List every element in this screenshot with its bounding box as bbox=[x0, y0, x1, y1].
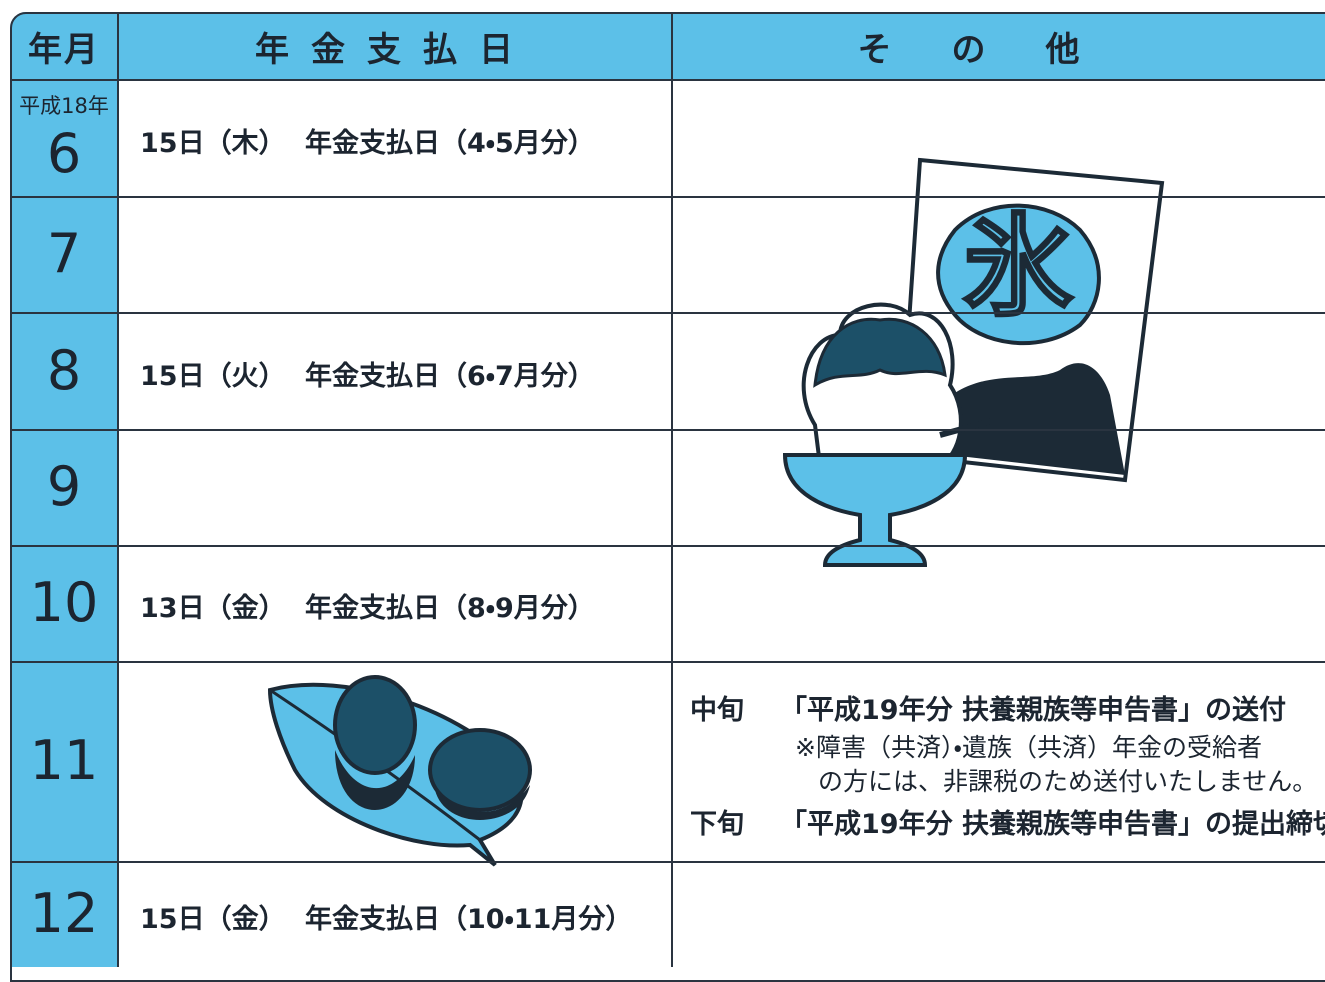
event-text: 「平成19年分 扶養親族等申告書」の送付 bbox=[780, 695, 1286, 726]
month-label: 10 bbox=[29, 571, 99, 634]
header-other: その他 bbox=[857, 29, 1140, 70]
event-text: 「平成19年分 扶養親族等申告書」の提出締切 bbox=[780, 809, 1325, 840]
row-divider bbox=[10, 861, 1325, 863]
sign-label: 氷 bbox=[963, 203, 1074, 331]
payment-date: 15日（木） bbox=[140, 127, 286, 159]
payment-text: 年金支払日（8・9月分） bbox=[305, 593, 595, 624]
row-divider bbox=[10, 545, 1325, 547]
payment-date: 15日（火） bbox=[140, 360, 286, 392]
month-label: 9 bbox=[46, 455, 82, 518]
period: 下旬 bbox=[690, 809, 744, 840]
header-band bbox=[10, 12, 1325, 80]
payment-date: 13日（金） bbox=[140, 593, 286, 624]
payment-text: 年金支払日（4・5月分） bbox=[305, 127, 595, 159]
acorn-illustration bbox=[267, 675, 532, 867]
column-divider bbox=[117, 12, 119, 967]
row-divider bbox=[10, 661, 1325, 663]
shaved-ice-illustration: 氷 bbox=[782, 157, 1165, 567]
header-divider bbox=[10, 79, 1325, 81]
row-divider bbox=[10, 196, 1325, 198]
payment-text: 年金支払日（6・7月分） bbox=[305, 360, 595, 392]
note-line: ※障害（共済）・遺族（共済）年金の受給者 bbox=[795, 733, 1262, 762]
payment-text: 年金支払日（10・11月分） bbox=[305, 903, 633, 935]
row-divider bbox=[10, 429, 1325, 431]
month-label: 12 bbox=[29, 881, 99, 945]
month-label: 6 bbox=[46, 122, 82, 185]
column-divider bbox=[671, 12, 673, 967]
payment-date: 15日（金） bbox=[140, 903, 286, 935]
header-pension: 年金支払日 bbox=[255, 29, 535, 70]
row-divider bbox=[10, 312, 1325, 314]
header-month: 年月 bbox=[28, 29, 100, 70]
month-label: 7 bbox=[46, 222, 82, 285]
month-column bbox=[10, 80, 118, 967]
era-label: 平成18年 bbox=[19, 94, 109, 118]
month-label: 8 bbox=[46, 338, 82, 402]
period: 中旬 bbox=[690, 695, 744, 726]
month-label: 11 bbox=[29, 729, 99, 792]
note-line: の方には、非課税のため送付いたしません。 bbox=[818, 767, 1318, 796]
